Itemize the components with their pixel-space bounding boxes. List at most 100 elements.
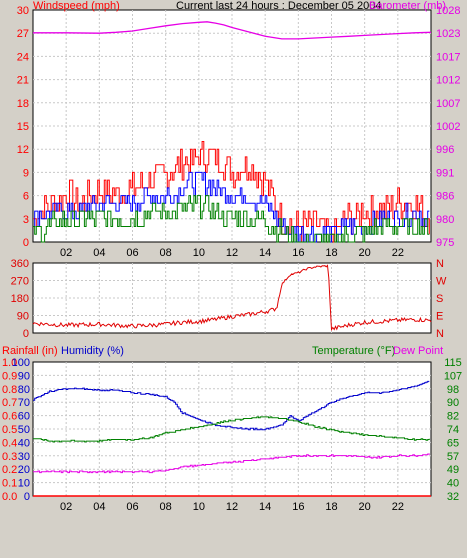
compass-tick-label: N (436, 258, 444, 270)
compass-tick-label: S (436, 293, 443, 305)
humidity-tick-label: 20 (18, 464, 30, 476)
right-tick-label: 975 (436, 237, 454, 249)
series-humidity (33, 380, 430, 431)
temperature-tick-label: 65 (447, 437, 459, 449)
series-barometer (33, 21, 432, 40)
humidity-tick-label: 10 (18, 478, 30, 490)
temperature-tick-label: 74 (447, 424, 459, 436)
left-tick-label: 9 (23, 167, 29, 179)
x-tick-label: 04 (93, 501, 105, 513)
humidity-tick-label: 90 (18, 370, 30, 382)
rain-tick-label: 0.4 (2, 437, 17, 449)
temperature-tick-label: 115 (444, 357, 462, 369)
right-axis-title: Barometer (mb) (369, 0, 446, 12)
temperature-tick-label: 32 (447, 491, 459, 503)
temperature-tick-label: 57 (447, 451, 459, 463)
x-tick-label: 02 (60, 247, 72, 259)
right-tick-label: 1028 (436, 5, 460, 17)
series-wind-gust (33, 141, 430, 243)
series-temperature (33, 416, 430, 443)
x-tick-label: 06 (126, 501, 138, 513)
humidity-tick-label: 100 (12, 357, 30, 369)
humidity-axis-title: Humidity (%) (61, 345, 124, 357)
x-tick-label: 20 (359, 501, 371, 513)
temperature-tick-label: 107 (444, 370, 462, 382)
left-tick-label: 0 (23, 328, 29, 340)
left-tick-label: 3 (23, 214, 29, 226)
x-tick-label: 22 (392, 247, 404, 259)
rain-tick-label: 0.0 (2, 491, 17, 503)
left-tick-label: 180 (11, 293, 29, 305)
temperature-tick-label: 49 (447, 464, 459, 476)
left-tick-label: 12 (17, 144, 29, 156)
rain-tick-label: 0.8 (2, 384, 17, 396)
temperature-tick-label: 90 (447, 397, 459, 409)
x-tick-label: 06 (126, 247, 138, 259)
rain-tick-label: 0.1 (2, 478, 17, 490)
right-tick-label: 1002 (436, 121, 460, 133)
left-axis-title: Windspeed (mph) (33, 0, 120, 12)
temperature-tick-label: 82 (447, 411, 459, 423)
compass-tick-label: N (436, 328, 444, 340)
left-tick-label: 24 (17, 51, 29, 63)
compass-tick-label: E (436, 311, 443, 323)
left-tick-label: 6 (23, 191, 29, 203)
temperature-axis-title: Temperature (°F) (312, 345, 395, 357)
x-tick-label: 14 (259, 501, 271, 513)
x-tick-label: 12 (226, 501, 238, 513)
series-dew-point (33, 453, 430, 474)
rain-tick-label: 1.0 (2, 357, 17, 369)
humidity-tick-label: 50 (18, 424, 30, 436)
right-tick-label: 991 (436, 167, 454, 179)
x-tick-label: 20 (359, 247, 371, 259)
left-tick-label: 27 (17, 28, 29, 40)
x-tick-label: 08 (160, 501, 172, 513)
x-tick-label: 04 (93, 247, 105, 259)
humidity-temperature-panel: 0.00.10.20.30.40.50.60.70.80.91.0 010203… (2, 345, 462, 513)
left-tick-label: 0 (23, 237, 29, 249)
humidity-tick-label: 30 (18, 451, 30, 463)
x-tick-label: 16 (292, 247, 304, 259)
humidity-tick-label: 40 (18, 437, 30, 449)
rain-tick-label: 0.5 (2, 424, 17, 436)
rain-tick-label: 0.9 (2, 370, 17, 382)
right-tick-label: 980 (436, 214, 454, 226)
rain-tick-label: 0.6 (2, 411, 17, 423)
left-tick-label: 270 (11, 276, 29, 288)
left-tick-label: 21 (17, 75, 29, 87)
temperature-tick-label: 98 (447, 384, 459, 396)
right-tick-label: 986 (436, 191, 454, 203)
humidity-tick-label: 0 (24, 491, 30, 503)
x-tick-label: 10 (193, 247, 205, 259)
rain-tick-label: 0.7 (2, 397, 17, 409)
series-direction (32, 264, 432, 332)
right-tick-label: 1007 (436, 98, 460, 110)
temperature-tick-label: 40 (447, 478, 459, 490)
x-tick-label: 18 (325, 247, 337, 259)
right-tick-label: 1017 (436, 51, 460, 63)
right-tick-label: 996 (436, 144, 454, 156)
x-tick-label: 16 (292, 501, 304, 513)
x-tick-label: 12 (226, 247, 238, 259)
chart-title: Current last 24 hours : December 05 2004 (176, 0, 381, 12)
x-tick-label: 10 (193, 501, 205, 513)
x-tick-label: 02 (60, 501, 72, 513)
x-tick-label: 22 (392, 501, 404, 513)
right-tick-label: 1023 (436, 28, 460, 40)
humidity-tick-label: 70 (18, 397, 30, 409)
plot-area (32, 361, 432, 497)
left-tick-label: 15 (17, 121, 29, 133)
left-tick-label: 90 (17, 311, 29, 323)
rain-axis-title: Rainfall (in) (2, 345, 58, 357)
dew-point-axis-title: Dew Point (393, 345, 443, 357)
compass-tick-label: W (436, 276, 447, 288)
x-tick-label: 14 (259, 247, 271, 259)
x-tick-label: 08 (160, 247, 172, 259)
left-tick-label: 30 (17, 5, 29, 17)
humidity-tick-label: 60 (18, 411, 30, 423)
rain-tick-label: 0.2 (2, 464, 17, 476)
x-tick-label: 18 (325, 501, 337, 513)
left-tick-label: 18 (17, 98, 29, 110)
